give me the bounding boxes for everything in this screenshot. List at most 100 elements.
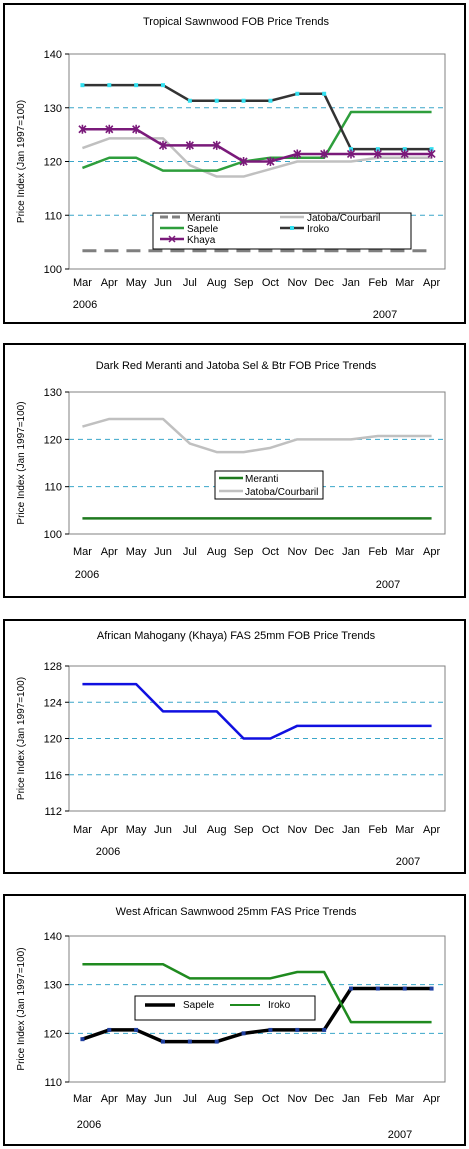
series-line-sapele [81,986,432,1044]
data-point [241,98,246,103]
x-tick-label: Apr [101,824,118,836]
y-tick-label: 120 [44,157,62,169]
data-point [161,83,165,88]
y-tick-label: 110 [44,1077,62,1089]
x-tick-label: Jul [183,1093,197,1105]
x-tick-label: May [126,546,147,558]
data-point [429,986,434,991]
data-point [295,91,300,96]
data-point [161,1039,165,1044]
x-tick-label: Mar [73,277,92,289]
legend-label: Khaya [187,235,216,246]
legend-label: Jatoba/Courbaril [307,213,380,224]
y-tick-label: 110 [44,210,62,222]
chart-title: Dark Red Meranti and Jatoba Sel & Btr FO… [96,360,377,372]
x-tick-label: Mar [395,277,414,289]
x-tick-label: Mar [395,824,414,836]
data-point [346,149,356,159]
y-tick-label: 130 [44,387,62,399]
legend-box [214,470,324,500]
data-point [214,98,219,103]
data-point [427,149,436,159]
x-tick-label: Jan [342,546,360,558]
x-tick-label: Feb [368,824,387,836]
data-point [132,124,141,134]
chart-panel-african-mahogany: African Mahogany (Khaya) FAS 25mm FOB Pr… [3,619,466,874]
data-point [187,98,192,103]
data-point [239,157,248,166]
data-point [107,83,112,88]
x-tick-label: Nov [288,824,308,836]
data-point [80,83,85,88]
data-point [322,1027,327,1032]
data-point [187,1039,192,1044]
x-tick-label: Oct [262,546,279,558]
legend-label: Sapele [187,224,219,235]
y-tick-label: 140 [44,931,62,943]
x-tick-label: Dec [314,546,334,558]
x-tick-label: May [126,1093,147,1105]
x-tick-label: May [126,277,147,289]
data-point [134,83,139,88]
x-tick-label: Feb [368,1093,387,1105]
legend-label: Jatoba/Courbaril [245,487,318,498]
chart-west-african-sawnwood: West African Sawnwood 25mm FAS Price Tre… [16,906,446,1141]
x-tick-label: Mar [395,546,414,558]
x-tick-label: Apr [101,1093,118,1105]
data-point [268,1027,273,1032]
year-label: 2007 [376,579,400,591]
data-point [214,1039,219,1044]
plot-area [68,391,446,535]
x-tick-label: Apr [423,1093,440,1105]
chart-panel-west-african-sawnwood: West African Sawnwood 25mm FAS Price Tre… [3,894,466,1146]
year-label: 2006 [96,846,120,858]
x-tick-label: Apr [101,546,118,558]
legend-box [134,995,316,1021]
y-tick-label: 124 [44,697,62,709]
chart-title: West African Sawnwood 25mm FAS Price Tre… [116,906,357,918]
data-point [375,986,380,991]
data-point [322,91,327,96]
data-point [212,140,221,150]
y-tick-label: 140 [44,49,62,61]
x-tick-label: Apr [423,546,440,558]
y-tick-label: 100 [44,529,62,541]
data-point [241,1031,246,1036]
data-point [293,149,302,159]
chart-panel-meranti-jatoba: Dark Red Meranti and Jatoba Sel & Btr FO… [3,343,466,598]
x-tick-label: Oct [262,1093,279,1105]
x-tick-label: Apr [101,277,118,289]
chart-meranti-jatoba: Dark Red Meranti and Jatoba Sel & Btr FO… [16,360,446,591]
x-tick-label: Aug [207,546,227,558]
year-label: 2006 [75,569,99,581]
x-tick-label: Mar [73,546,92,558]
data-point [400,149,409,159]
x-tick-label: Oct [262,824,279,836]
year-label: 2006 [73,299,97,311]
x-tick-label: Sep [234,277,254,289]
y-tick-label: 130 [44,980,62,992]
legend-label: Iroko [307,224,330,235]
y-axis-label: Price Index (Jan 1997=100) [16,947,27,1070]
data-point [107,1027,112,1032]
x-tick-label: Jan [342,1093,360,1105]
y-axis-label: Price Index (Jan 1997=100) [16,401,27,524]
data-point [268,98,273,103]
series-line-iroko [82,962,432,1024]
legend-label: Meranti [187,213,220,224]
chart-title: African Mahogany (Khaya) FAS 25mm FOB Pr… [97,630,376,642]
data-point [134,1027,139,1032]
data-point [185,140,194,150]
series-line-0 [82,682,432,740]
data-point [349,986,353,991]
series-line-iroko [82,83,432,151]
x-tick-label: Dec [314,277,334,289]
x-tick-label: Apr [423,277,440,289]
data-point [375,147,380,152]
chart-african-mahogany: African Mahogany (Khaya) FAS 25mm FOB Pr… [16,630,446,868]
x-tick-label: Aug [207,824,227,836]
year-label: 2007 [388,1129,412,1141]
x-tick-label: Nov [288,546,308,558]
legend-box [152,212,412,250]
data-point [266,157,275,166]
